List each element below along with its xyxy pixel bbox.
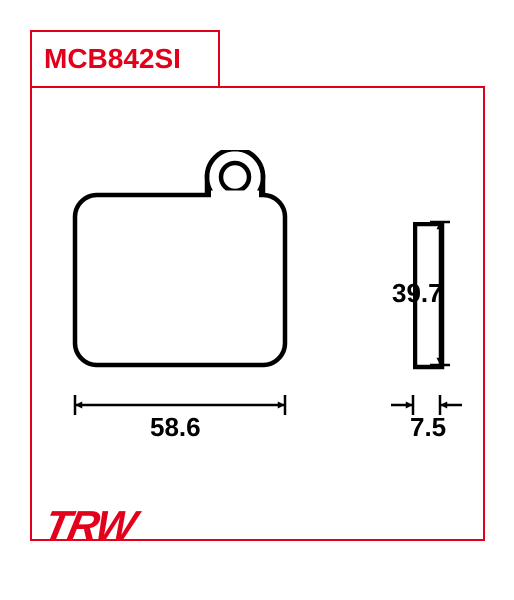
dimension-thickness-label: 7.5 <box>410 412 446 443</box>
trw-logo: TRW <box>40 502 139 550</box>
